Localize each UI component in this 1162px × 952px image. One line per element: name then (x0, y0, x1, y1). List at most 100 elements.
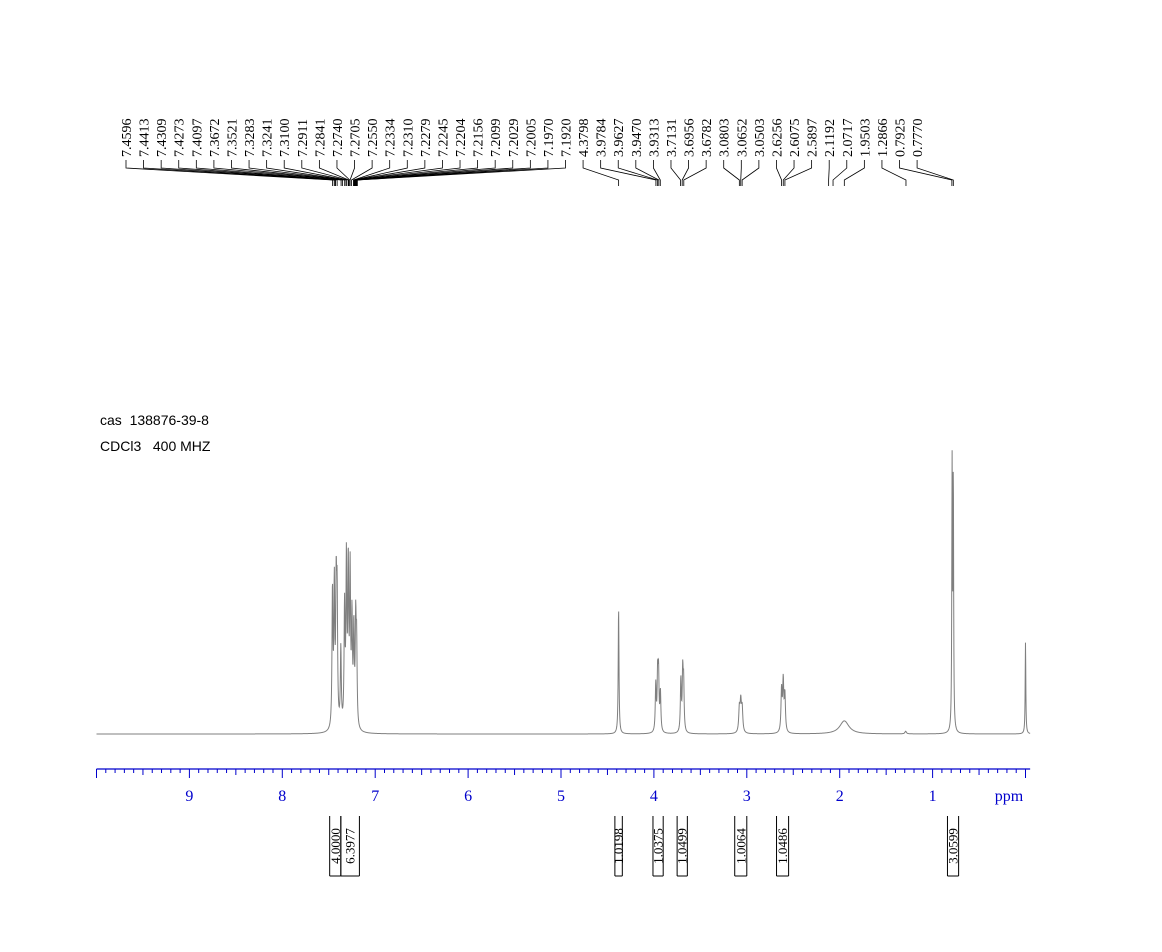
peak-label: 7.4413 (138, 119, 153, 158)
spectrum-group (96, 450, 1031, 735)
peak-label-leader (741, 160, 760, 186)
peak-label-leader (723, 160, 740, 186)
peak-label-leader (356, 160, 566, 186)
axis-tick-label: 1 (929, 788, 937, 805)
peak-label-leader (318, 160, 350, 186)
peak-label-leader (143, 160, 335, 186)
peak-label: 7.4097 (190, 119, 205, 158)
axis-tick-label: 5 (557, 788, 565, 805)
peak-label: 7.1920 (560, 119, 575, 158)
peak-label-leader (231, 160, 343, 186)
peak-label: 7.2279 (419, 119, 434, 158)
peak-label: 7.3283 (243, 119, 258, 158)
peak-label-leader (582, 160, 620, 186)
axis-tick-label: 2 (836, 788, 844, 805)
peak-label: 7.4309 (155, 119, 170, 158)
axis-tick-label: 6 (464, 788, 472, 805)
peak-label: 0.7770 (911, 119, 926, 158)
peak-label-leader (354, 160, 479, 186)
peak-label: 7.3672 (208, 119, 223, 158)
peak-label: 2.6256 (770, 119, 785, 158)
integral-value: 4.0000 (328, 828, 343, 864)
peak-label: 7.3521 (225, 119, 240, 158)
peak-label-leader (349, 160, 355, 186)
peak-label: 2.5897 (806, 119, 821, 158)
integral-group: 4.0000 6.3977 1.0198 1.0375 1.0499 1.0064 1.04… (328, 816, 961, 877)
peak-label: 3.6956 (683, 119, 698, 158)
peak-label-leader (832, 160, 848, 186)
peak-label: 7.2911 (296, 119, 311, 157)
peak-label: 7.2740 (331, 119, 346, 158)
ppm-axis: 9 8 7 6 5 4 3 2 1 ppm (96, 768, 1031, 805)
peak-label-leader (356, 160, 549, 186)
peak-label: 2.0717 (841, 119, 856, 158)
peak-label: 7.2204 (454, 119, 469, 158)
integral-value: 1.0499 (675, 828, 690, 864)
peak-label: 3.9627 (612, 119, 627, 158)
sample-id-caption: cas 138876-39-8 (100, 412, 209, 428)
peak-label: 3.0803 (718, 119, 733, 158)
peak-label: 1.9503 (858, 119, 873, 158)
peak-label-leader (178, 160, 336, 186)
integral-value: 6.3977 (343, 828, 358, 864)
peak-label: 4.3798 (577, 119, 592, 158)
axis-tick-label: 8 (278, 788, 286, 805)
peak-label: 7.2156 (472, 119, 487, 158)
peak-label-leader (301, 160, 349, 186)
peak-label: 3.9313 (647, 119, 662, 158)
peak-label: 0.7925 (894, 119, 909, 158)
peak-label-group: 7.4596 7.4413 7.4309 7.4273 7.4097 7.3672 7.35… (120, 119, 954, 186)
peak-label: 3.6782 (700, 119, 715, 158)
peak-label-leader (683, 160, 707, 186)
peak-label: 7.2550 (366, 119, 381, 158)
peak-label: 7.2334 (384, 119, 399, 158)
peak-label: 7.4596 (120, 119, 135, 158)
peak-label-leader (899, 160, 953, 186)
solvent-frequency-caption: CDCl3 400 MHZ (100, 438, 211, 454)
axis-unit-label: ppm (995, 788, 1024, 805)
peak-label-leader (635, 160, 660, 186)
peak-label-leader (213, 160, 342, 186)
peak-label-leader (843, 160, 865, 186)
peak-label: 7.1970 (542, 119, 557, 158)
peak-label-leader (125, 160, 333, 186)
peak-label-leader (782, 160, 795, 186)
integral-value: 1.0064 (733, 828, 748, 864)
axis-tick-label: 7 (371, 788, 379, 805)
integral-value: 3.0599 (946, 828, 961, 864)
peak-label: 7.2841 (313, 119, 328, 158)
peak-label-leader (195, 160, 338, 186)
peak-label: 1.2866 (876, 119, 891, 158)
peak-label: 3.9784 (595, 119, 610, 158)
peak-label: 3.0652 (735, 119, 750, 158)
peak-label-leader (653, 160, 661, 186)
peak-label: 7.3100 (278, 119, 293, 158)
axis-tick-label: 9 (185, 788, 193, 805)
integral-value: 1.0198 (611, 828, 626, 864)
peak-label-leader (355, 160, 496, 186)
peak-label: 7.2705 (349, 119, 364, 158)
peak-label-leader (881, 160, 907, 186)
axis-tick-label: 4 (650, 788, 658, 805)
peak-label: 7.2099 (489, 119, 504, 158)
peak-label-leader (670, 160, 681, 186)
peak-label-leader (784, 160, 813, 186)
peak-label-leader (681, 160, 689, 186)
peak-label-leader (617, 160, 658, 186)
peak-label: 2.1192 (823, 119, 838, 157)
peak-label-leader (916, 160, 954, 186)
spectrum-trace (96, 450, 1031, 735)
peak-label-leader (354, 160, 461, 186)
peak-label-leader (266, 160, 346, 186)
peak-label: 7.3241 (261, 119, 276, 158)
peak-label: 7.2310 (401, 119, 416, 158)
peak-label: 7.2029 (507, 119, 522, 158)
integral-value: 1.0486 (775, 828, 790, 864)
peak-label: 7.2005 (524, 119, 539, 158)
peak-label-leader (353, 160, 408, 186)
integral-value: 1.0375 (651, 828, 666, 864)
peak-label: 3.0503 (753, 119, 768, 158)
peak-label: 3.7131 (665, 119, 680, 158)
peak-label: 7.2245 (436, 119, 451, 158)
